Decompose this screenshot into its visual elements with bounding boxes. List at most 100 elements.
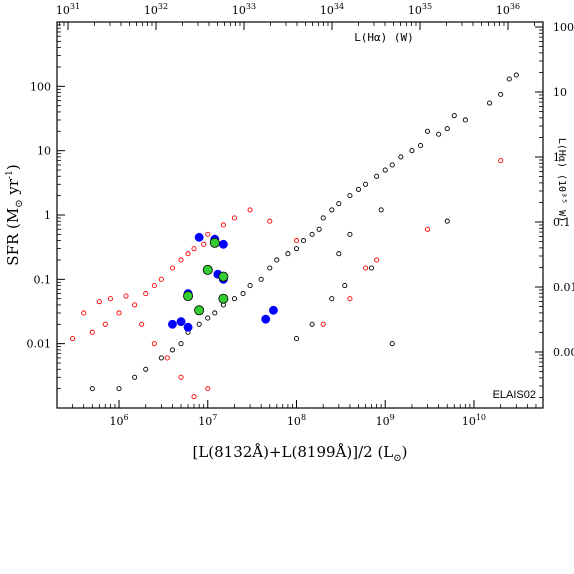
right-tick-label: 10 [553,86,567,99]
x-tick-label: 106 [109,413,128,428]
data-point [409,148,415,154]
data-point [329,296,335,302]
data-point [185,251,191,257]
data-point [81,310,87,316]
x-tick-label: 108 [287,413,306,428]
right-axis-label: L(Hα) (10³⁵ W) [556,138,567,222]
data-point [355,186,362,192]
data-point [196,321,202,327]
x-axis-label-end: ) [402,443,408,461]
data-point [201,241,207,247]
data-point [218,239,228,249]
data-point [176,317,186,327]
data-point [451,113,457,119]
data-point [205,386,211,392]
y-tick-label: 0.1 [34,273,52,286]
data-point [513,72,519,78]
data-point [191,394,197,400]
data-point [194,232,204,242]
data-point [158,276,164,282]
x-tick-label: 107 [198,413,217,428]
data-point [362,181,369,187]
right-tick-label: 0.01 [553,281,574,294]
x-tick-label: 109 [376,413,395,428]
data-point [212,310,218,316]
data-point [389,341,395,347]
data-point [107,296,113,302]
data-point [309,231,315,237]
data-point [205,315,211,321]
x-axis-label-main: [L(8132Å)+L(8199Å)]/2 (L [192,443,393,461]
data-point [444,126,450,132]
data-point [398,154,404,160]
data-point [209,237,220,248]
data-point [347,193,353,199]
data-point [336,251,342,257]
x-axis-label-sub: ⊙ [393,453,401,464]
data-point [374,173,380,179]
data-point [169,347,175,353]
axis-tick-labels: 106 107 108 109 1010 0.01 0.1 1 10 100 1031 1032 103… [27,2,574,428]
right-tick-label: 100 [553,21,574,34]
data-point [89,329,95,335]
data-point [436,131,442,137]
data-point [169,265,175,271]
data-points [70,72,519,400]
data-point [178,374,184,380]
data-point [151,283,157,289]
data-point [183,322,193,332]
right-tick-label: 0.001 [553,346,574,359]
data-point [462,117,468,123]
top-tick-label: 1031 [56,2,80,17]
y-axis-label-mid: yr [4,178,22,199]
data-point [267,265,273,271]
data-point [247,283,253,289]
data-point [258,276,264,282]
data-point [368,265,375,271]
data-point [218,271,229,282]
data-point [417,143,424,149]
data-point [231,296,238,302]
data-point [116,310,122,316]
data-point [123,293,129,299]
x-axis-label: [L(8132Å)+L(8199Å)]/2 (L⊙) [192,443,407,464]
data-point [164,355,170,361]
data-point [143,366,149,372]
data-point [139,321,145,327]
data-point [293,238,300,244]
top-tick-label: 1036 [496,2,520,17]
data-point [191,246,197,252]
data-point [382,167,388,173]
data-point [247,207,253,213]
y-axis-label-main: SFR (M [4,208,22,266]
data-point [498,158,504,164]
y-tick-label: 1 [44,209,51,222]
data-point [389,162,395,168]
data-point [167,319,177,329]
data-point [498,91,504,97]
data-point [231,215,238,221]
data-point [240,291,246,297]
data-point [132,302,138,308]
data-point [320,321,326,327]
y-axis-label-end: ) [4,164,22,170]
y-axis-label-sub: ⊙ [14,199,25,207]
data-point [444,218,450,224]
y-axis-label: SFR (M⊙ yr-1) [4,164,25,265]
data-point [425,226,431,232]
data-point [205,231,211,237]
data-point [293,336,300,342]
y-tick-label: 100 [30,80,51,93]
data-point [194,305,205,316]
data-point [267,218,273,224]
top-axis-label: L(Hα) (W) [354,31,414,44]
data-point [183,291,194,302]
data-point [261,314,271,324]
data-point [178,257,184,263]
data-point [218,293,229,304]
data-point [300,238,307,244]
data-point [102,321,108,327]
data-point [158,355,164,361]
y-tick-label: 10 [37,145,51,158]
